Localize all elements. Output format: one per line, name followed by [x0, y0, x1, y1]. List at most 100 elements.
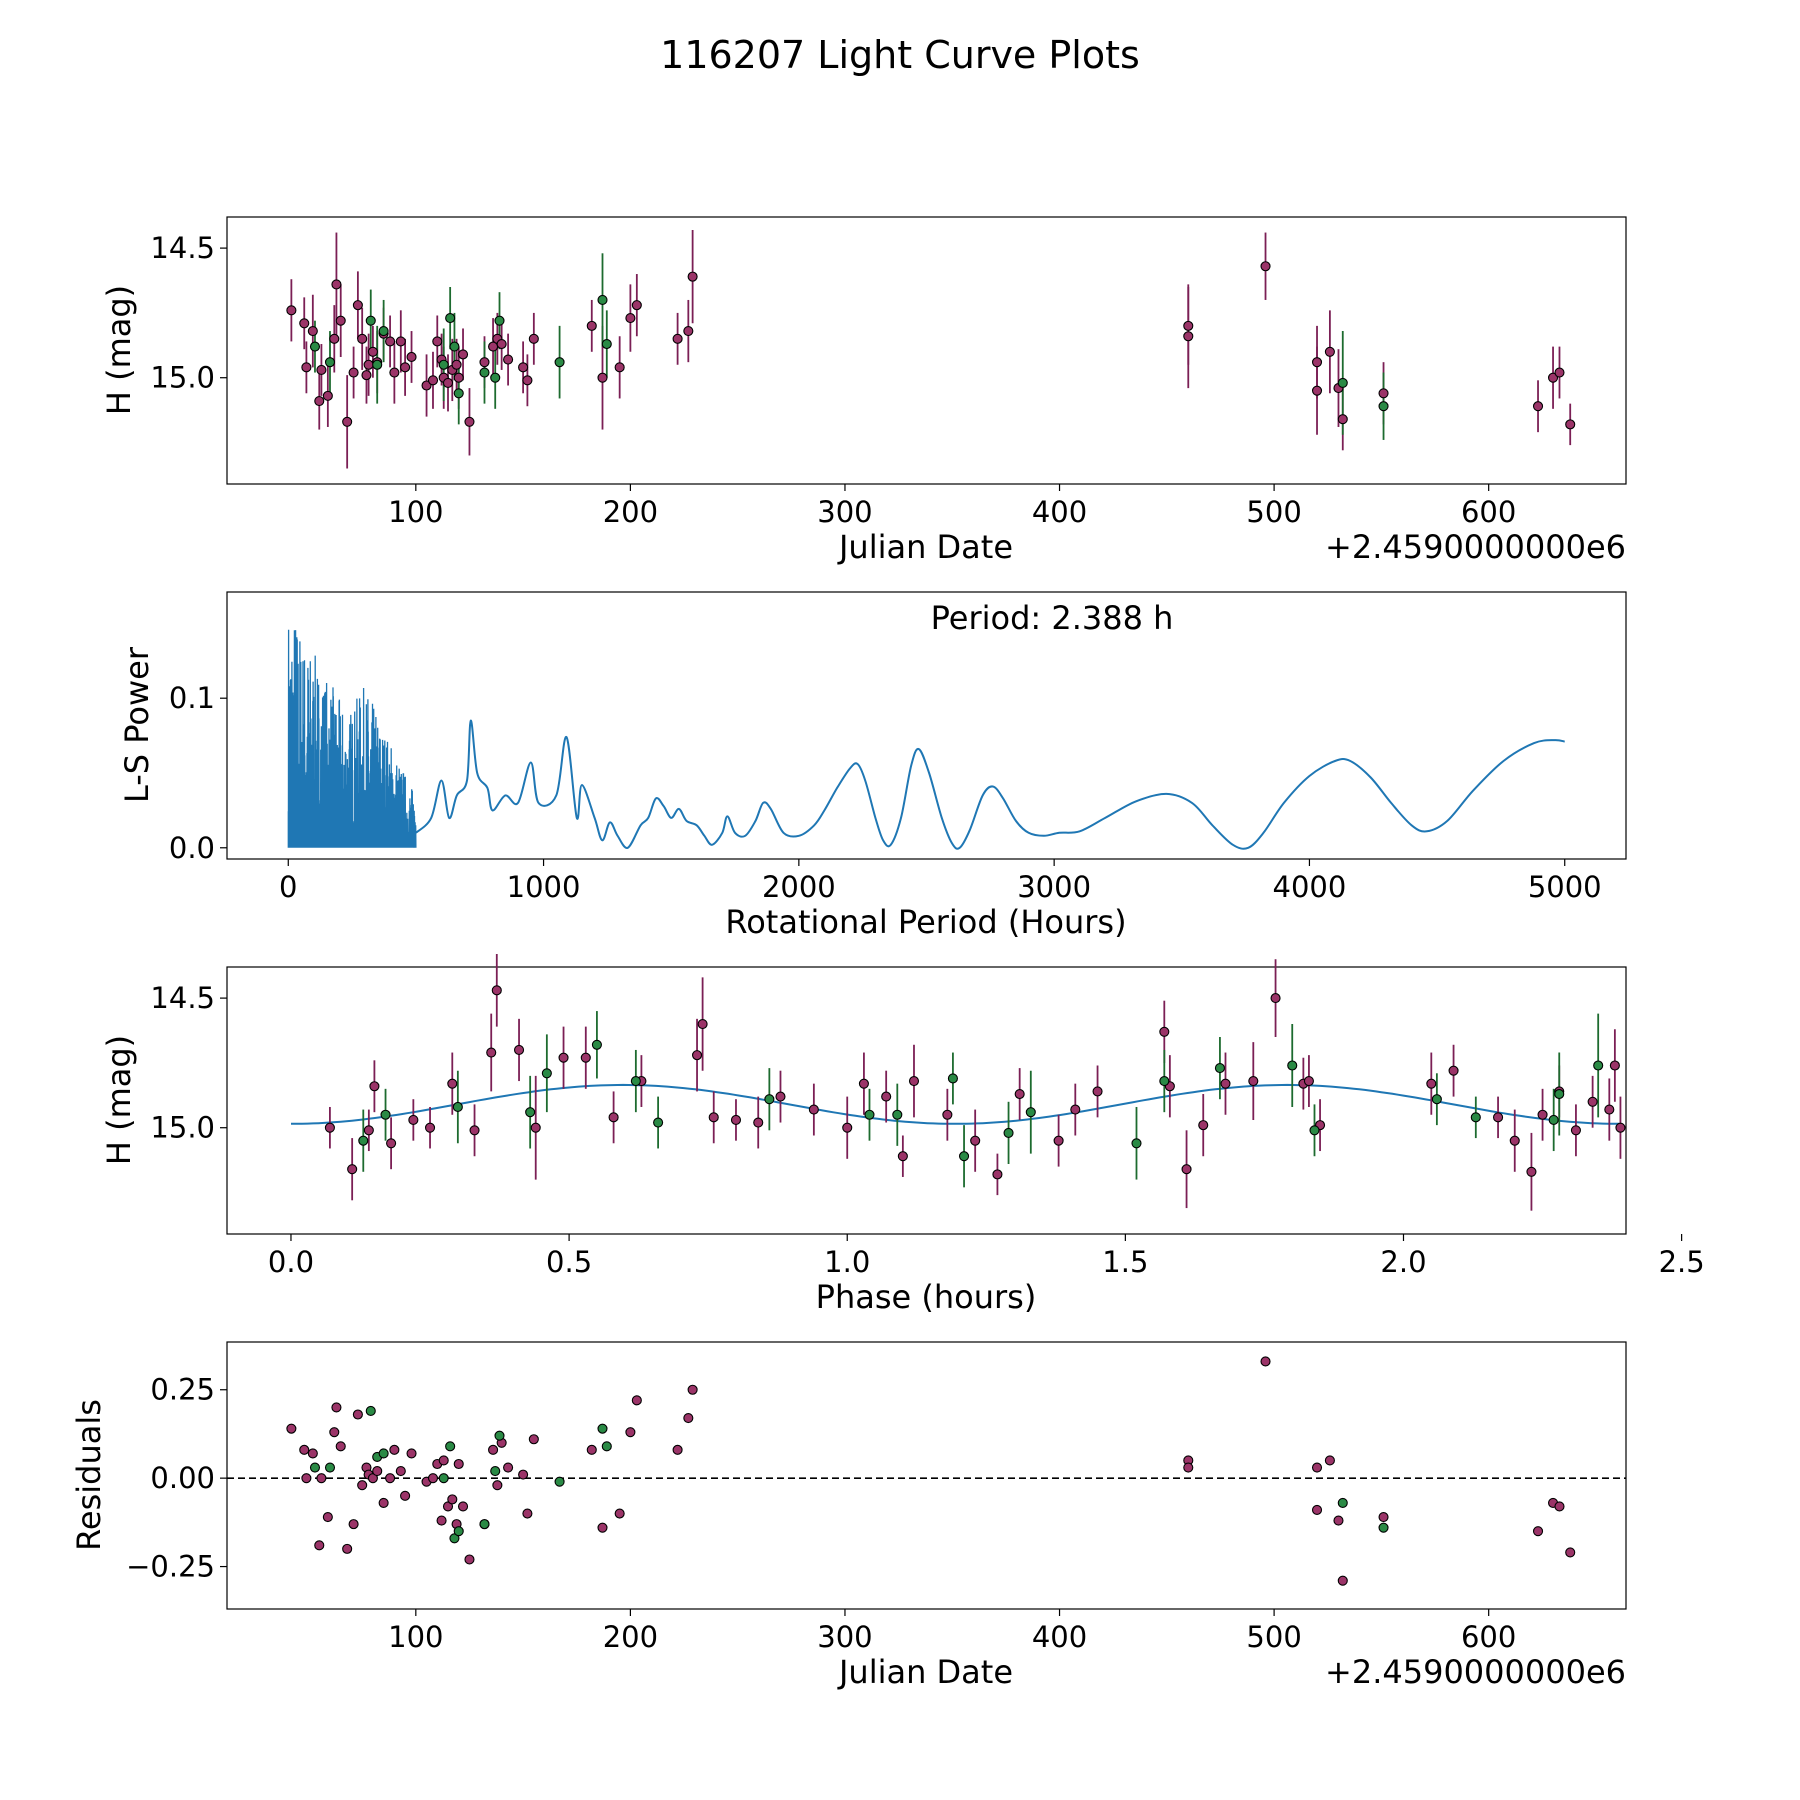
band-a-point	[522, 375, 533, 386]
band-a-point	[385, 336, 396, 347]
band-b-point	[445, 1441, 456, 1452]
band-a-point	[1378, 388, 1389, 399]
band-a-point	[858, 1078, 869, 1089]
phase-model-line	[291, 1083, 1620, 1125]
band-a-point	[992, 1169, 1003, 1180]
band-a-point	[1554, 367, 1565, 378]
band-a-point	[597, 1522, 608, 1533]
band-a-point	[672, 1444, 683, 1455]
band-a-point	[357, 1480, 368, 1491]
phase-folded-xtick-label: 1.0	[824, 1245, 870, 1279]
band-a-point	[631, 300, 642, 311]
band-b-point	[479, 367, 490, 378]
band-a-point	[464, 1554, 475, 1565]
band-a-point	[1604, 1104, 1615, 1115]
band-a-point	[301, 362, 312, 373]
band-b-point	[453, 388, 464, 399]
band-a-point	[528, 1434, 539, 1445]
band-a-point	[580, 1052, 591, 1063]
band-a-point	[683, 326, 694, 337]
band-a-point	[1493, 1112, 1504, 1123]
band-a-point	[363, 1125, 374, 1136]
band-a-point	[453, 1458, 464, 1470]
band-b-point	[365, 1405, 376, 1417]
band-b-point	[1378, 1522, 1389, 1533]
band-b-point	[1025, 1107, 1036, 1118]
band-a-point	[597, 372, 608, 383]
residuals-xtick-label: 100	[388, 1620, 443, 1654]
band-b-point	[541, 1068, 552, 1079]
band-a-point	[324, 1122, 335, 1133]
band-b-point	[630, 1076, 641, 1087]
band-b-point	[601, 338, 612, 350]
band-a-point	[586, 320, 597, 331]
band-a-point	[427, 375, 439, 386]
band-a-point	[316, 364, 327, 375]
band-a-point	[400, 362, 411, 373]
band-a-point	[347, 1164, 358, 1175]
band-a-point	[457, 349, 469, 360]
band-a-point	[286, 305, 297, 316]
band-b-point	[864, 1109, 875, 1120]
periodogram-ytick-label: 0.0	[169, 831, 215, 865]
band-b-point	[438, 359, 449, 370]
band-a-point	[513, 1044, 525, 1056]
band-a-point	[1547, 372, 1559, 383]
band-b-point	[892, 1109, 903, 1120]
band-a-point	[386, 1138, 397, 1149]
residuals-points	[286, 1356, 1576, 1586]
band-b-point	[1554, 1088, 1565, 1100]
band-a-point	[307, 1448, 318, 1459]
band-a-point	[1337, 414, 1348, 425]
band-b-point	[554, 357, 565, 368]
light-curve-xtick-label: 400	[1032, 495, 1087, 529]
band-a-point	[469, 1125, 480, 1136]
phase-folded-points	[324, 985, 1626, 1180]
periodogram-series-line	[415, 719, 1565, 850]
band-b-point	[1214, 1063, 1225, 1074]
periodogram-xtick-label: 0	[279, 870, 297, 904]
periodogram-xtick-label: 5000	[1528, 870, 1602, 904]
band-a-point	[385, 1473, 396, 1484]
band-b-point	[378, 326, 389, 337]
figure-title: 116207 Light Curve Plots	[660, 33, 1140, 77]
periodogram-xlabel: Rotational Period (Hours)	[725, 903, 1126, 941]
band-a-point	[1532, 1526, 1544, 1537]
light-curve-x-offset: +2.4590000000e6	[1325, 528, 1626, 566]
residuals-xtick-label: 600	[1461, 1620, 1516, 1654]
band-a-point	[908, 1076, 920, 1087]
band-a-point	[342, 416, 353, 427]
band-a-point	[1615, 1122, 1626, 1133]
light-curve-ytick-label: 14.5	[150, 231, 215, 265]
periodogram-xtick-label: 3000	[1017, 870, 1091, 904]
band-a-point	[372, 1466, 383, 1477]
band-a-point	[1198, 1120, 1209, 1131]
band-a-point	[1324, 1455, 1335, 1466]
band-a-point	[528, 333, 539, 344]
band-a-point	[625, 313, 636, 324]
band-a-point	[1311, 385, 1323, 396]
band-a-point	[1053, 1135, 1064, 1146]
band-a-point	[314, 395, 325, 407]
band-a-point	[614, 362, 625, 373]
residuals-ytick-label: −0.25	[126, 1550, 215, 1584]
band-a-point	[1260, 261, 1271, 272]
band-a-point	[1070, 1104, 1081, 1115]
band-b-point	[1337, 1497, 1348, 1508]
band-a-point	[491, 985, 502, 996]
band-a-point	[301, 1473, 312, 1484]
band-a-point	[342, 1543, 353, 1554]
band-a-point	[331, 279, 342, 290]
band-a-point	[697, 1018, 708, 1030]
light-curve-xtick-label: 600	[1461, 495, 1516, 529]
band-a-point	[1014, 1088, 1025, 1100]
band-b-point	[494, 315, 505, 326]
band-a-point	[436, 1515, 447, 1526]
band-b-point	[1593, 1060, 1604, 1071]
light-curve-errorbars	[290, 229, 1572, 469]
band-a-point	[842, 1122, 853, 1133]
band-a-point	[1537, 1109, 1548, 1120]
band-b-point	[1548, 1114, 1559, 1125]
light-curve-xtick-label: 200	[603, 495, 658, 529]
